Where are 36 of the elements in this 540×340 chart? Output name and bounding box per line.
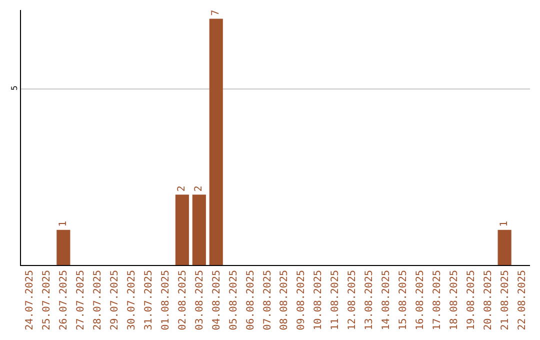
x-tick-label: 24.07.2025 bbox=[24, 270, 36, 330]
x-tick-label: 11.08.2025 bbox=[330, 270, 342, 330]
x-tick-label: 10.08.2025 bbox=[313, 270, 324, 330]
x-tick-label: 15.08.2025 bbox=[398, 270, 409, 330]
x-tick-label: 22.08.2025 bbox=[516, 270, 528, 330]
x-tick-label: 28.07.2025 bbox=[92, 270, 104, 330]
x-tick-label: 05.08.2025 bbox=[228, 270, 240, 330]
data-label: 2 bbox=[176, 186, 188, 192]
x-tick-label: 20.08.2025 bbox=[482, 270, 494, 330]
x-tick-label: 04.08.2025 bbox=[211, 270, 222, 330]
data-label: 7 bbox=[210, 10, 222, 16]
x-tick-label: 08.08.2025 bbox=[279, 270, 290, 330]
x-tick-label: 12.08.2025 bbox=[347, 270, 358, 330]
x-tick-label: 30.07.2025 bbox=[126, 270, 138, 330]
data-label: 1 bbox=[499, 220, 510, 227]
x-tick-label: 07.08.2025 bbox=[262, 270, 274, 330]
x-tick-label: 17.08.2025 bbox=[432, 270, 443, 330]
x-tick-label: 13.08.2025 bbox=[364, 270, 376, 330]
x-tick-label: 03.08.2025 bbox=[194, 270, 206, 330]
x-tick-label: 27.07.2025 bbox=[76, 270, 87, 330]
x-tick-label: 01.08.2025 bbox=[160, 270, 172, 330]
x-tick-label: 29.07.2025 bbox=[110, 270, 121, 330]
data-label: 2 bbox=[194, 186, 205, 192]
x-tick-label: 02.08.2025 bbox=[177, 270, 188, 330]
x-tick-label: 18.08.2025 bbox=[448, 270, 460, 330]
y-tick-label: 5 bbox=[10, 85, 19, 90]
x-tick-label: 06.08.2025 bbox=[245, 270, 256, 330]
x-tick-label: 19.08.2025 bbox=[466, 270, 477, 330]
data-label: 1 bbox=[58, 220, 69, 227]
x-tick-label: 26.07.2025 bbox=[58, 270, 70, 330]
x-tick-label: 21.08.2025 bbox=[500, 270, 511, 330]
x-tick-label: 31.07.2025 bbox=[144, 270, 154, 330]
x-tick-label: 09.08.2025 bbox=[296, 270, 308, 330]
x-tick-label: 14.08.2025 bbox=[381, 270, 392, 330]
x-tick-label: 25.07.2025 bbox=[42, 270, 53, 330]
x-tick-label: 16.08.2025 bbox=[414, 270, 426, 330]
